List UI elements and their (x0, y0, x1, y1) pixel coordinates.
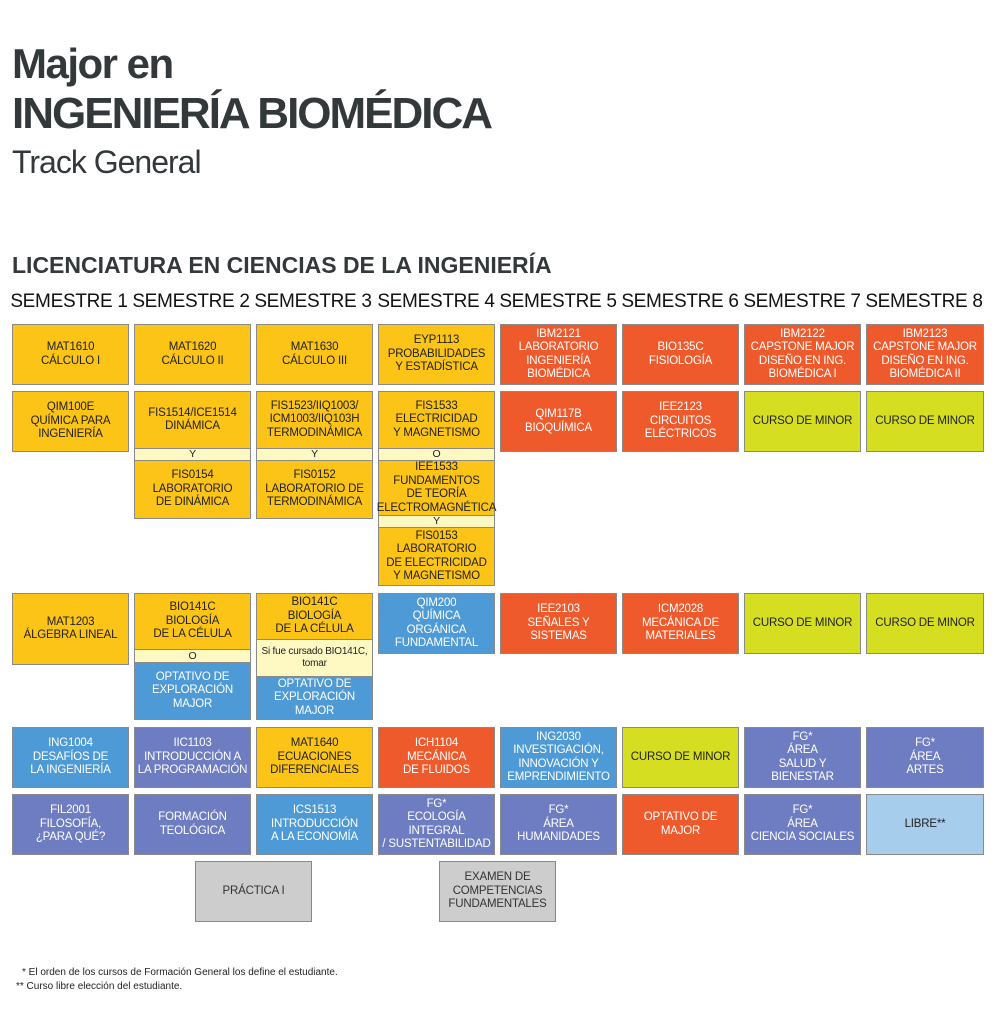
course-libre: LIBRE** (866, 794, 984, 855)
course-mat1620: MAT1620 CÁLCULO II (134, 324, 251, 385)
connector-note: Si fue cursado BIO141C, tomar (256, 640, 373, 676)
semester-8-label: SEMESTRE 8 (865, 291, 983, 312)
course-fg-humanidades: FG* ÁREA HUMANIDADES (500, 794, 617, 855)
course-ibm2123: IBM2123 CAPSTONE MAJOR DISEÑO EN ING. BI… (866, 324, 984, 385)
course-bio141c: BIO141C BIOLOGÍA DE LA CÉLULA (256, 593, 373, 640)
heading-major: Major en (12, 40, 174, 87)
course-ibm2121: IBM2121 LABORATORIO INGENIERÍA BIOMÉDICA (500, 324, 617, 385)
footnote-libre: ** Curso libre elección del estudiante. (16, 981, 183, 992)
course-ing2030: ING2030 INVESTIGACIÓN, INNOVACIÓN Y EMPR… (500, 727, 617, 788)
course-minor: CURSO DE MINOR (866, 391, 984, 452)
course-fil2001: FIL2001 FILOSOFÍA, ¿PARA QUÉ? (12, 794, 129, 855)
semester-1-label: SEMESTRE 1 (10, 291, 128, 312)
examen-box: EXAMEN DE COMPETENCIAS FUNDAMENTALES (439, 861, 556, 922)
course-iic1103: IIC1103 INTRODUCCIÓN A LA PROGRAMACIÓN (134, 727, 251, 788)
course-mat1610: MAT1610 CÁLCULO I (12, 324, 129, 385)
course-mat1640: MAT1640 ECUACIONES DIFERENCIALES (256, 727, 373, 788)
course-qim200: QIM200 QUÍMICA ORGÁNICA FUNDAMENTAL (378, 593, 495, 654)
section-heading: LICENCIATURA EN CIENCIAS DE LA INGENIERÍ… (12, 252, 552, 278)
course-ics1513: ICS1513 INTRODUCCIÓN A LA ECONOMÍA (256, 794, 373, 855)
course-qim100e: QIM100E QUÍMICA PARA INGENIERÍA (12, 391, 129, 452)
course-optativo-major: OPTATIVO DE MAJOR (622, 794, 739, 855)
connector-and: Y (134, 449, 251, 460)
connector-or: O (378, 449, 495, 460)
practica-box: PRÁCTICA I (195, 861, 312, 922)
connector-or: O (134, 650, 251, 662)
course-fis0153: FIS0153 LABORATORIO DE ELECTRICIDAD Y MA… (378, 527, 495, 586)
course-minor: CURSO DE MINOR (744, 593, 861, 654)
semester-4-label: SEMESTRE 4 (377, 291, 495, 312)
semester-7-label: SEMESTRE 7 (743, 291, 861, 312)
course-iee2123: IEE2123 CIRCUITOS ELÉCTRICOS (622, 391, 739, 452)
course-minor: CURSO DE MINOR (744, 391, 861, 452)
course-formacion-teologica: FORMACIÓN TEOLÓGICA (134, 794, 251, 855)
course-fis1533: FIS1533 ELECTRICIDAD Y MAGNETISMO (378, 391, 495, 449)
semester-3-label: SEMESTRE 3 (254, 291, 372, 312)
course-fg-salud: FG* ÁREA SALUD Y BIENESTAR (744, 727, 861, 788)
connector-and: Y (256, 449, 373, 460)
course-minor: CURSO DE MINOR (866, 593, 984, 654)
course-ibm2122: IBM2122 CAPSTONE MAJOR DISEÑO EN ING. BI… (744, 324, 861, 385)
course-mat1203: MAT1203 ÁLGEBRA LINEAL (12, 593, 129, 665)
semester-2-label: SEMESTRE 2 (132, 291, 250, 312)
course-fis0154: FIS0154 LABORATORIO DE DINÁMICA (134, 460, 251, 519)
course-fis1514: FIS1514/ICE1514 DINÁMICA (134, 391, 251, 449)
course-mat1630: MAT1630 CÁLCULO III (256, 324, 373, 385)
course-icm2028: ICM2028 MECÁNICA DE MATERIALES (622, 593, 739, 654)
course-minor: CURSO DE MINOR (622, 727, 739, 788)
course-optativo-exploracion: OPTATIVO DE EXPLORACIÓN MAJOR (134, 662, 251, 720)
semester-6-label: SEMESTRE 6 (621, 291, 739, 312)
course-bio135c: BIO135C FISIOLOGÍA (622, 324, 739, 385)
connector-and: Y (378, 516, 495, 527)
course-fg-artes: FG* ÁREA ARTES (866, 727, 984, 788)
course-iee1533: IEE1533 FUNDAMENTOS DE TEORÍA ELECTROMAG… (377, 460, 496, 516)
course-fis1523: FIS1523/IIQ1003/ ICM1003/IIQ103H TERMODI… (256, 391, 373, 449)
course-fis0152: FIS0152 LABORATORIO DE TERMODINÁMICA (256, 460, 373, 519)
course-bio141c: BIO141C BIOLOGÍA DE LA CÉLULA (134, 593, 251, 650)
course-eyp1113: EYP1113 PROBABILIDADES Y ESTADÍSTICA (378, 324, 495, 385)
track-subtitle: Track General (12, 144, 202, 180)
semester-5-label: SEMESTRE 5 (499, 291, 617, 312)
course-optativo-exploracion: OPTATIVO DE EXPLORACIÓN MAJOR (256, 676, 373, 720)
footnote-fg: * El orden de los cursos de Formación Ge… (22, 967, 338, 978)
page-title: INGENIERÍA BIOMÉDICA (12, 89, 493, 138)
course-fg-ecologia: FG* ECOLOGÍA INTEGRAL / SUSTENTABILIDAD (378, 794, 495, 855)
course-fg-ciencias-sociales: FG* ÁREA CIENCIA SOCIALES (744, 794, 861, 855)
course-qim117b: QIM117B BIOQUÍMICA (500, 391, 617, 452)
course-iee2103: IEE2103 SEÑALES Y SISTEMAS (500, 593, 617, 654)
course-ich1104: ICH1104 MECÁNICA DE FLUIDOS (378, 727, 495, 788)
course-ing1004: ING1004 DESAFÍOS DE LA INGENIERÍA (12, 727, 129, 788)
